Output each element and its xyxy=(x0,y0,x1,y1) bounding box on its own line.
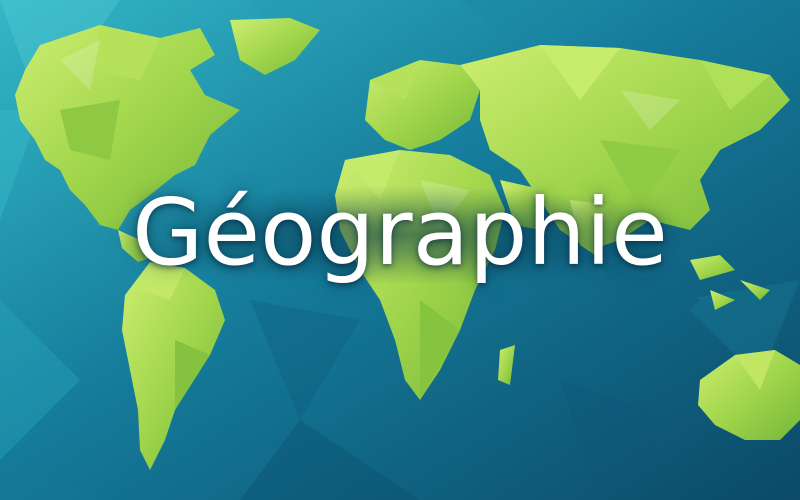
page-title: Géographie xyxy=(132,179,668,286)
greenland-shape xyxy=(230,18,320,75)
north-america-shape xyxy=(15,25,240,230)
title-shadow-glow xyxy=(90,185,710,285)
australia-shape xyxy=(698,350,800,440)
south-america-shape xyxy=(122,262,225,470)
